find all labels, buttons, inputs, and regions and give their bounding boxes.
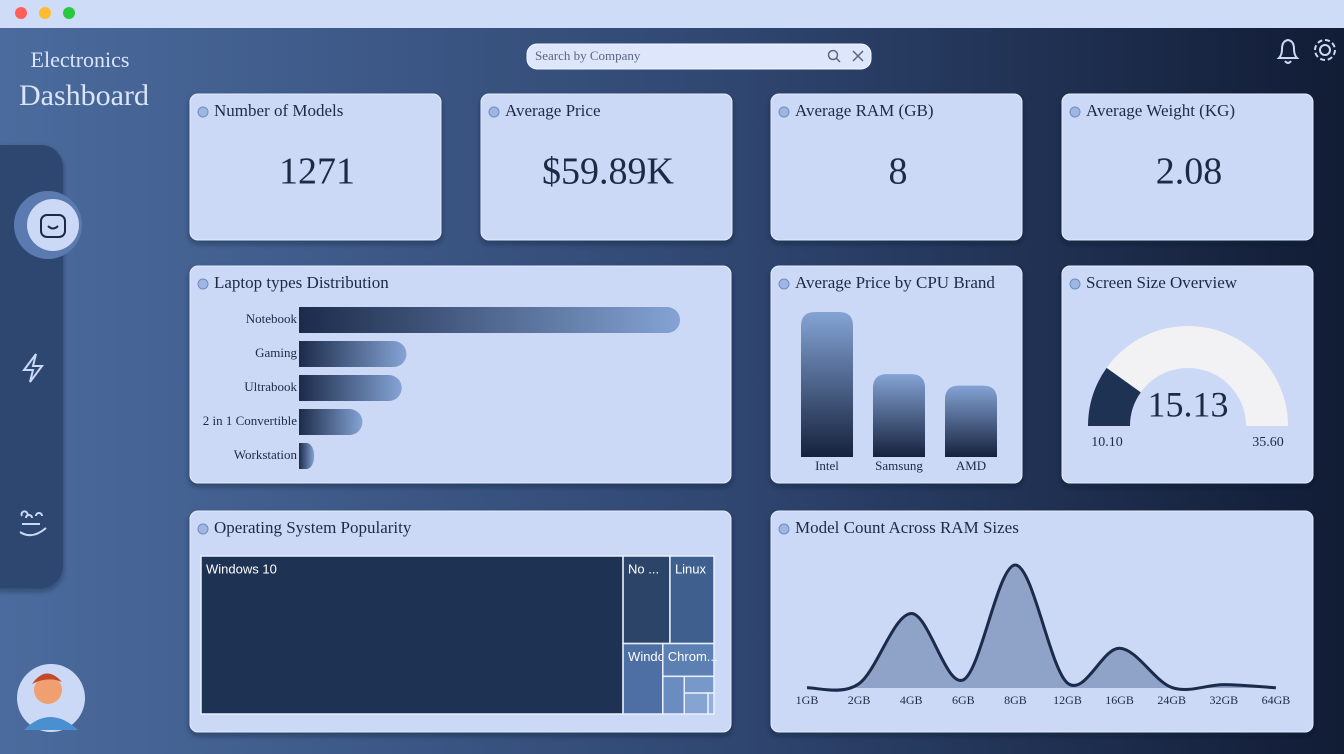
- x-tick-label: 1GB: [796, 693, 819, 707]
- treemap-cell: [669, 555, 715, 645]
- avatar-face: [34, 676, 62, 704]
- treemap-label: Linux: [675, 561, 707, 576]
- card-title: Average Weight (KG): [1086, 101, 1235, 120]
- app-title: Electronics: [31, 47, 130, 72]
- kpi-value: 8: [889, 151, 908, 193]
- treemap-cell: [707, 692, 715, 715]
- avatar-body: [24, 717, 78, 730]
- search-placeholder: Search by Company: [535, 48, 641, 63]
- x-tick-label: 4GB: [900, 693, 923, 707]
- treemap-cell: [622, 642, 664, 715]
- card-title: Operating System Popularity: [214, 518, 412, 537]
- area: [807, 564, 1276, 691]
- card: [480, 93, 733, 241]
- kpi-value: 2.08: [1156, 151, 1223, 193]
- card-title: Model Count Across RAM Sizes: [795, 518, 1019, 537]
- minimize-button[interactable]: [39, 7, 51, 19]
- bar-label: Workstation: [234, 447, 298, 462]
- gauge-value: [1088, 367, 1141, 426]
- card-dot: [1069, 106, 1081, 118]
- treemap-cell: [200, 555, 624, 715]
- card-dot: [197, 278, 209, 290]
- search-icon: [835, 57, 841, 63]
- bar-label: Ultrabook: [244, 379, 297, 394]
- card-dot: [488, 106, 500, 118]
- treemap-label: No ...: [628, 561, 659, 576]
- avatar-hair: [32, 673, 62, 684]
- kpi-value: $59.89K: [542, 151, 675, 193]
- line: [806, 563, 1276, 692]
- nav-home[interactable]: [27, 199, 79, 251]
- card: [189, 93, 442, 241]
- card-title: Average RAM (GB): [795, 101, 933, 120]
- card: [1061, 265, 1314, 484]
- gauge-value-label: 15.13: [1148, 384, 1229, 424]
- bar: [299, 443, 315, 469]
- bar: [299, 409, 363, 435]
- bar-label: 2 in 1 Convertible: [203, 413, 297, 428]
- card-dot: [197, 106, 209, 118]
- card-dot: [778, 278, 790, 290]
- bar-label: AMD: [956, 458, 986, 473]
- bar-label: Gaming: [255, 345, 297, 360]
- card-dot: [778, 106, 790, 118]
- gauge-track: [1088, 326, 1288, 426]
- treemap-cell: [662, 642, 715, 678]
- treemap-cell: [662, 675, 686, 715]
- bar-label: Intel: [815, 458, 839, 473]
- bar: [801, 312, 853, 457]
- gauge-min: 10.10: [1091, 435, 1123, 450]
- treemap-label: Chrom...: [668, 649, 718, 664]
- card-title: Screen Size Overview: [1086, 273, 1238, 292]
- nav-insights[interactable]: [22, 353, 44, 383]
- kpi-value: 1271: [279, 151, 355, 193]
- nav-offers[interactable]: [19, 510, 47, 537]
- title-bar: [0, 0, 1344, 28]
- bar: [945, 385, 997, 457]
- card-title: Laptop types Distribution: [214, 273, 389, 292]
- maximize-button[interactable]: [63, 7, 75, 19]
- cards: Number of Models 1271 Average Price $59.89K…: [189, 93, 1314, 733]
- card-dot: [1069, 278, 1081, 290]
- bar-label: Notebook: [246, 311, 298, 326]
- gauge-max: 35.60: [1252, 435, 1284, 450]
- bar-label: Samsung: [875, 458, 923, 473]
- treemap-label: Windows 10: [206, 561, 277, 576]
- x-tick-label: 16GB: [1105, 693, 1134, 707]
- treemap-cell: [683, 692, 709, 715]
- home-icon: [40, 214, 66, 238]
- x-tick-label: 8GB: [1004, 693, 1027, 707]
- x-tick-label: 12GB: [1053, 693, 1082, 707]
- search-icon[interactable]: [827, 49, 839, 61]
- search-box[interactable]: [526, 43, 872, 70]
- card-title: Average Price: [505, 101, 601, 120]
- card: [770, 93, 1023, 241]
- x-tick-label: 64GB: [1262, 693, 1291, 707]
- x-tick-label: 6GB: [952, 693, 975, 707]
- close-button[interactable]: [15, 7, 27, 19]
- card: [1061, 93, 1314, 241]
- treemap-cell: [683, 675, 715, 694]
- card-dot: [778, 523, 790, 535]
- bar: [873, 374, 925, 457]
- x-tick-label: 24GB: [1157, 693, 1186, 707]
- card-dot: [197, 523, 209, 535]
- home-icon: [47, 225, 59, 230]
- bar: [299, 341, 407, 367]
- settings-gear: [1314, 39, 1336, 61]
- card-title: Number of Models: [214, 101, 343, 120]
- app-title: Dashboard: [19, 79, 149, 112]
- x-tick-label: 32GB: [1209, 693, 1238, 707]
- bar: [299, 307, 680, 333]
- notifications[interactable]: [1276, 38, 1300, 64]
- x-tick-label: 2GB: [848, 693, 871, 707]
- card-title: Average Price by CPU Brand: [795, 273, 995, 292]
- settings[interactable]: [1319, 44, 1331, 56]
- bar: [299, 375, 402, 401]
- clear-search[interactable]: [852, 50, 864, 62]
